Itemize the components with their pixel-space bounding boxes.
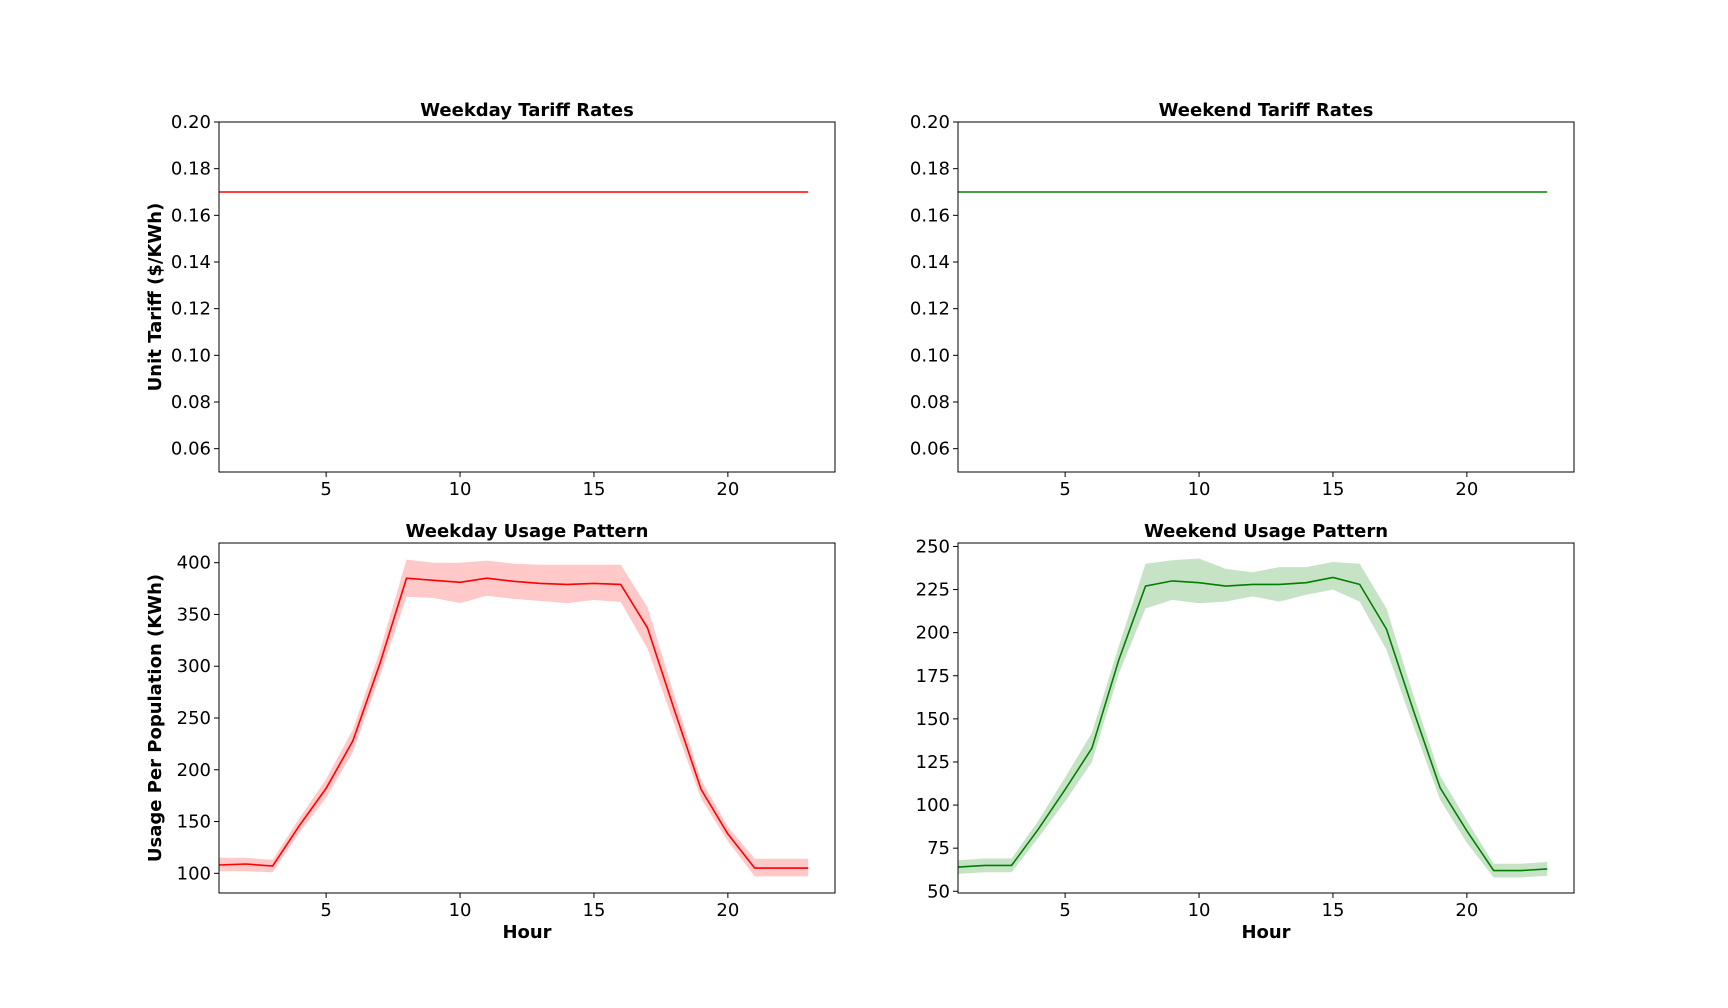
x-tick-label: 5 xyxy=(1059,900,1070,921)
y-tick-label: 300 xyxy=(177,656,211,677)
x-tick-label: 20 xyxy=(716,900,739,921)
x-tick-label: 20 xyxy=(716,479,739,500)
y-tick-label: 0.16 xyxy=(910,205,950,226)
y-tick-label: 0.18 xyxy=(171,159,211,180)
y-tick-label: 250 xyxy=(177,708,211,729)
y-tick-label: 250 xyxy=(916,536,950,557)
y-tick-label: 50 xyxy=(927,881,950,902)
series-line xyxy=(218,577,809,869)
y-axis-label: Unit Tariff ($/KWh) xyxy=(145,203,166,392)
x-tick-label: 20 xyxy=(1455,900,1478,921)
chart-title: Weekday Usage Pattern xyxy=(406,521,649,542)
y-tick-label: 125 xyxy=(916,752,950,773)
y-tick-label: 0.14 xyxy=(910,252,950,273)
y-tick-label: 0.10 xyxy=(910,345,950,366)
x-tick-label: 5 xyxy=(1059,479,1070,500)
weekday-tariff-chart: Weekday Tariff Rates 5 10 15 20 0.06 0.08 0.10 0… xyxy=(145,100,836,500)
x-axis-label: Hour xyxy=(502,922,551,943)
x-tick-label: 5 xyxy=(320,900,331,921)
confidence-band xyxy=(958,558,1548,878)
y-tick-label: 0.12 xyxy=(910,299,950,320)
confidence-band xyxy=(219,559,809,877)
y-tick-label: 0.14 xyxy=(171,252,211,273)
y-tick-label: 350 xyxy=(177,604,211,625)
weekend-usage-chart: Weekend Usage Pattern 5 10 15 20 50 75 100 125 15… xyxy=(916,521,1575,943)
y-tick-label: 0.16 xyxy=(171,205,211,226)
x-tick-label: 10 xyxy=(1188,900,1211,921)
y-tick-label: 0.20 xyxy=(171,112,211,133)
y-tick-label: 0.20 xyxy=(910,112,950,133)
y-tick-label: 150 xyxy=(177,812,211,833)
weekday-usage-chart: Weekday Usage Pattern 5 10 15 20 100 150 200 250… xyxy=(145,521,836,943)
axes-frame xyxy=(957,121,1575,473)
axes-frame xyxy=(957,542,1575,894)
x-tick-label: 15 xyxy=(583,479,606,500)
y-tick-label: 0.18 xyxy=(910,159,950,180)
chart-title: Weekend Tariff Rates xyxy=(1159,100,1374,121)
y-tick-label: 0.06 xyxy=(910,439,950,460)
x-tick-label: 15 xyxy=(1322,479,1345,500)
y-tick-label: 0.08 xyxy=(171,392,211,413)
y-tick-label: 0.06 xyxy=(171,439,211,460)
y-tick-label: 0.12 xyxy=(171,299,211,320)
y-tick-label: 100 xyxy=(916,795,950,816)
y-tick-label: 225 xyxy=(916,580,950,601)
y-tick-label: 150 xyxy=(916,709,950,730)
y-tick-label: 175 xyxy=(916,666,950,687)
axes-frame xyxy=(218,121,836,473)
y-tick-label: 75 xyxy=(927,838,950,859)
x-tick-label: 10 xyxy=(449,900,472,921)
y-tick-label: 0.08 xyxy=(910,392,950,413)
chart-title: Weekend Usage Pattern xyxy=(1144,521,1388,542)
y-tick-label: 200 xyxy=(177,760,211,781)
x-tick-label: 15 xyxy=(1322,900,1345,921)
weekend-tariff-chart: Weekend Tariff Rates 5 10 15 20 0.06 0.08 0.10 0… xyxy=(910,100,1575,500)
x-tick-label: 10 xyxy=(1188,479,1211,500)
x-tick-label: 10 xyxy=(449,479,472,500)
x-tick-label: 5 xyxy=(320,479,331,500)
y-tick-label: 400 xyxy=(177,553,211,574)
x-tick-label: 15 xyxy=(583,900,606,921)
chart-title: Weekday Tariff Rates xyxy=(420,100,634,121)
y-tick-label: 0.10 xyxy=(171,345,211,366)
series-line xyxy=(957,576,1548,872)
x-axis-label: Hour xyxy=(1241,922,1290,943)
y-axis-label: Usage Per Population (KWh) xyxy=(145,574,166,862)
y-tick-label: 200 xyxy=(916,623,950,644)
x-tick-label: 20 xyxy=(1455,479,1478,500)
y-tick-label: 100 xyxy=(177,863,211,884)
